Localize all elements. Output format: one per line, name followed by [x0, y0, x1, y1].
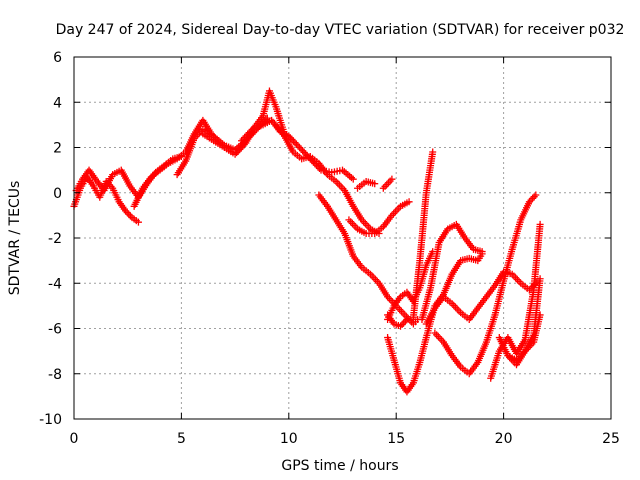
data-point: [247, 127, 255, 135]
data-point: [529, 194, 537, 202]
data-point: [125, 210, 133, 218]
data-point: [238, 137, 246, 145]
data-point: [405, 198, 413, 206]
data-point: [237, 144, 245, 152]
data-point: [240, 141, 248, 149]
data-point: [236, 145, 244, 153]
y-tick-label: 2: [53, 141, 62, 157]
x-tick-label: 0: [70, 431, 79, 447]
data-point: [478, 248, 486, 256]
y-tick-label: -4: [48, 276, 62, 292]
data-point: [371, 180, 379, 188]
data-markers: [70, 87, 544, 396]
y-axis-label: SDTVAR / TECUs: [7, 181, 23, 296]
data-point: [241, 133, 249, 141]
data-point: [126, 212, 134, 220]
data-point: [297, 145, 305, 153]
data-point: [134, 218, 142, 226]
y-tick-label: -10: [39, 412, 62, 428]
data-point: [294, 142, 302, 150]
data-point: [288, 135, 296, 143]
x-tick-label: 10: [280, 431, 298, 447]
data-point: [296, 144, 304, 151]
data-point: [299, 147, 307, 155]
data-point: [398, 321, 406, 329]
tick-labels: 0 5 10 15 20 25 -10 -8 -6 -4 -2 0 2 4 6: [39, 50, 620, 447]
data-point: [349, 175, 357, 183]
data-point: [532, 191, 540, 199]
data-point: [388, 175, 396, 183]
data-point: [291, 139, 299, 147]
data-point: [242, 132, 250, 140]
data-point: [239, 135, 247, 143]
data-point: [233, 149, 241, 157]
data-point: [244, 130, 252, 138]
data-point: [239, 142, 247, 150]
chart-title: Day 247 of 2024, Sidereal Day-to-day VTE…: [56, 22, 625, 38]
data-point: [536, 311, 544, 319]
data-point: [292, 140, 300, 148]
data-point: [234, 147, 242, 155]
y-tick-label: 4: [53, 95, 62, 111]
data-point: [231, 150, 239, 158]
grid-layer: [74, 57, 611, 419]
data-point: [536, 220, 544, 228]
data-point: [530, 193, 538, 201]
y-tick-label: -2: [48, 231, 62, 247]
x-tick-label: 5: [177, 431, 186, 447]
data-point: [300, 148, 308, 156]
axis-ticks: [73, 56, 612, 420]
y-tick-label: 6: [53, 50, 62, 66]
y-tick-label: 0: [53, 186, 62, 202]
y-tick-label: -6: [48, 322, 62, 338]
data-point: [289, 137, 297, 145]
data-point: [536, 275, 544, 283]
x-tick-label: 15: [387, 431, 405, 447]
x-axis-label: GPS time / hours: [281, 458, 398, 474]
data-point: [429, 148, 437, 156]
data-point: [245, 129, 253, 137]
x-tick-label: 25: [602, 431, 620, 447]
x-tick-label: 20: [495, 431, 513, 447]
y-tick-label: -8: [48, 367, 62, 383]
